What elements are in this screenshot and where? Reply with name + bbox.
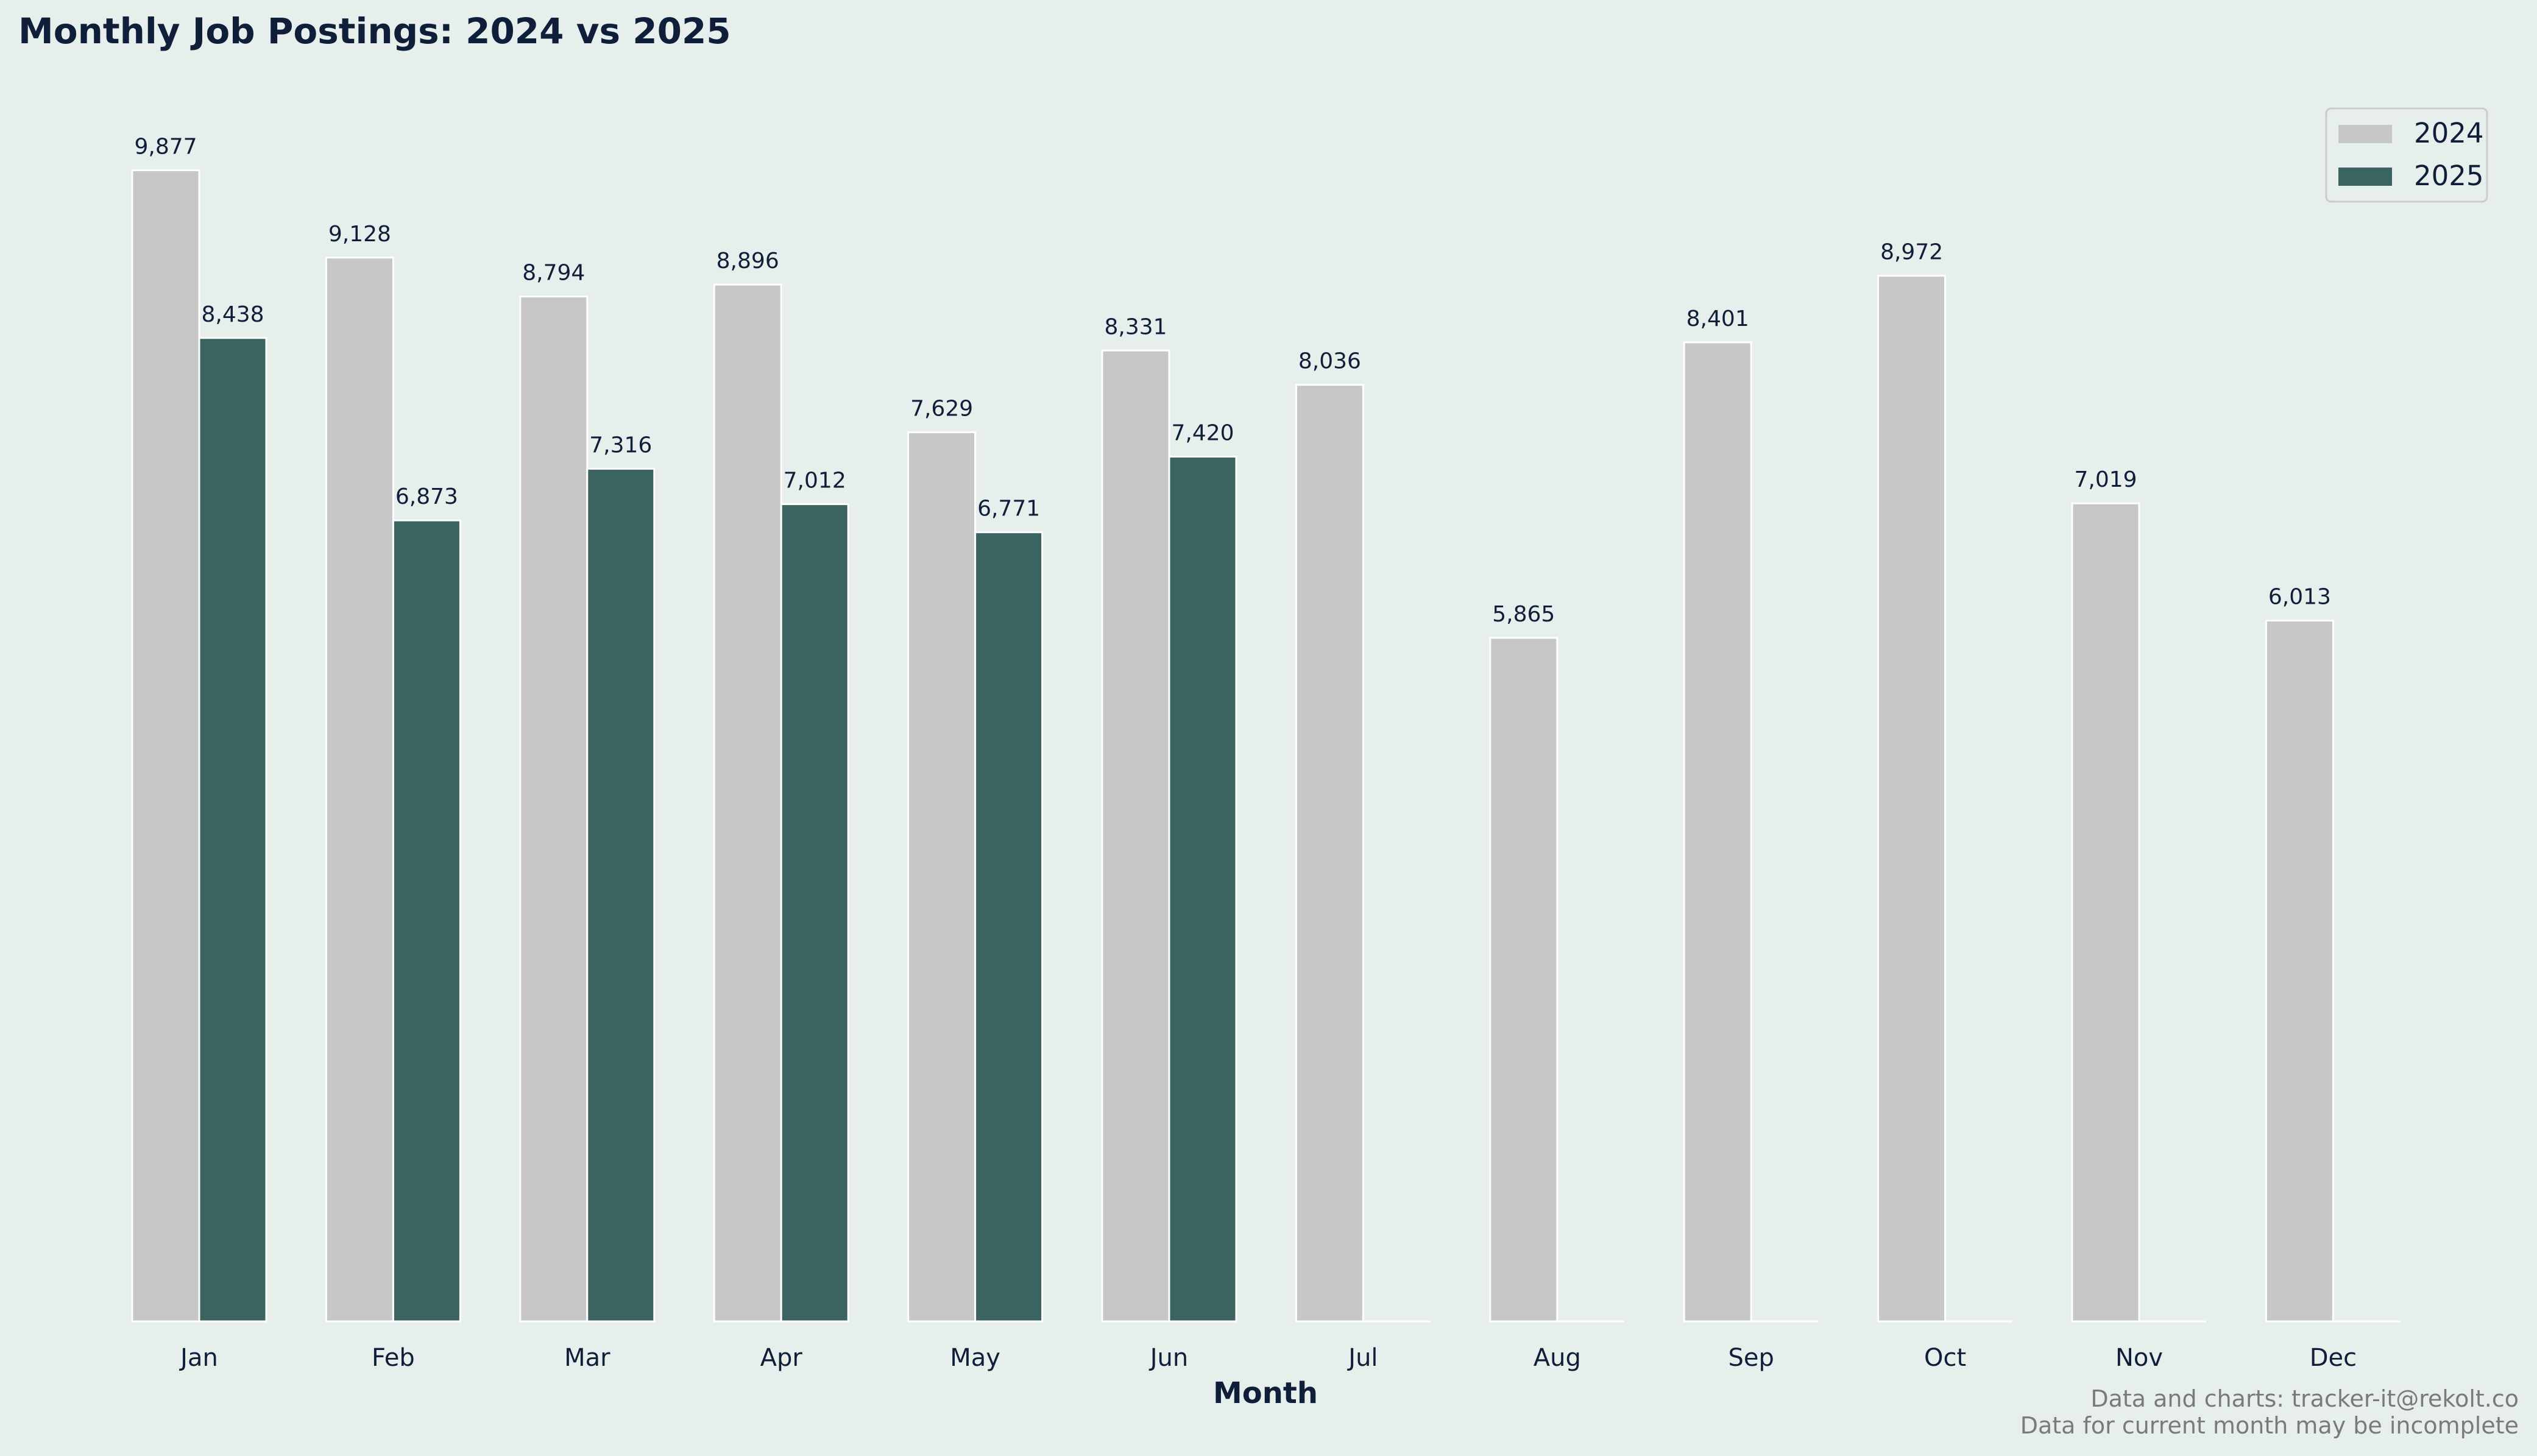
data-label-2025-feb: 6,873 (395, 484, 458, 509)
bar-2024-jun (1101, 349, 1170, 1323)
x-tick-nov: Nov (2115, 1344, 2163, 1372)
x-axis-label: Month (1213, 1376, 1318, 1410)
data-label-2024-jan: 9,877 (134, 135, 197, 160)
bar-2024-aug (1489, 637, 1559, 1323)
x-tick-mar: Mar (564, 1344, 610, 1372)
x-tick-dec: Dec (2310, 1344, 2357, 1372)
bar-2024-dec (2265, 620, 2334, 1323)
x-tick-sep: Sep (1728, 1344, 1774, 1372)
data-label-2024-oct: 8,972 (1880, 240, 1943, 265)
data-label-2024-aug: 5,865 (1492, 602, 1555, 627)
bar-2024-sep (1683, 341, 1752, 1323)
data-label-2024-may: 7,629 (910, 397, 973, 422)
legend: 2024 2025 (2325, 107, 2488, 203)
bar-2025-feb (392, 519, 461, 1323)
bar-2025-jun (1168, 456, 1237, 1323)
data-labels-group: 9,877 8,438 9,128 6,873 8,794 7,316 8,896 7,012… (134, 135, 2330, 627)
data-label-2025-apr: 7,012 (784, 468, 846, 493)
bar-2024-nov (2071, 502, 2140, 1323)
data-label-2025-jan: 8,438 (201, 302, 264, 327)
bar-2025-jan (198, 337, 267, 1323)
x-tick-labels: Jan Feb Mar Apr May Jun Jul Aug Sep Oct Nov Dec (179, 1344, 2357, 1372)
bar-2024-may (907, 431, 977, 1323)
x-tick-apr: Apr (760, 1344, 803, 1372)
legend-label-2025: 2025 (2414, 160, 2484, 192)
chart-title: Monthly Job Postings: 2024 vs 2025 (18, 10, 731, 52)
data-label-2024-apr: 8,896 (717, 249, 779, 274)
x-tick-may: May (950, 1344, 1000, 1372)
data-label-2024-mar: 8,794 (522, 261, 585, 286)
bar-2024-feb (325, 256, 394, 1323)
bar-2024-oct (1877, 275, 1947, 1323)
bars-group (131, 169, 2401, 1323)
x-tick-jun: Jun (1148, 1344, 1189, 1372)
data-label-2025-may: 6,771 (977, 497, 1040, 521)
bar-2025-may (974, 531, 1044, 1323)
x-tick-jan: Jan (179, 1344, 218, 1372)
legend-swatch-2025 (2338, 168, 2392, 186)
bar-2024-mar (519, 295, 589, 1323)
x-tick-aug: Aug (1534, 1344, 1581, 1372)
bar-2024-jul (1295, 384, 1364, 1323)
data-label-2024-jun: 8,331 (1104, 314, 1167, 339)
legend-swatch-2024 (2338, 125, 2392, 143)
footer-note: Data for current month may be incomplete (2020, 1412, 2519, 1439)
footer-credit: Data and charts: tracker-it@rekolt.co (2090, 1385, 2519, 1412)
x-tick-oct: Oct (1924, 1344, 1966, 1372)
data-label-2024-dec: 6,013 (2268, 585, 2331, 610)
data-label-2024-sep: 8,401 (1686, 306, 1749, 331)
bar-2024-apr (713, 283, 782, 1323)
x-tick-feb: Feb (372, 1344, 415, 1372)
bar-2025-mar (586, 467, 656, 1323)
data-label-2025-jun: 7,420 (1171, 421, 1234, 446)
bar-2025-apr (780, 503, 849, 1323)
legend-label-2024: 2024 (2414, 117, 2484, 149)
data-label-2025-mar: 7,316 (589, 433, 652, 458)
data-label-2024-nov: 7,019 (2074, 467, 2137, 492)
data-label-2024-feb: 9,128 (328, 222, 391, 247)
bar-2024-jan (131, 169, 200, 1323)
x-tick-jul: Jul (1346, 1344, 1378, 1372)
data-label-2024-jul: 8,036 (1298, 349, 1361, 374)
